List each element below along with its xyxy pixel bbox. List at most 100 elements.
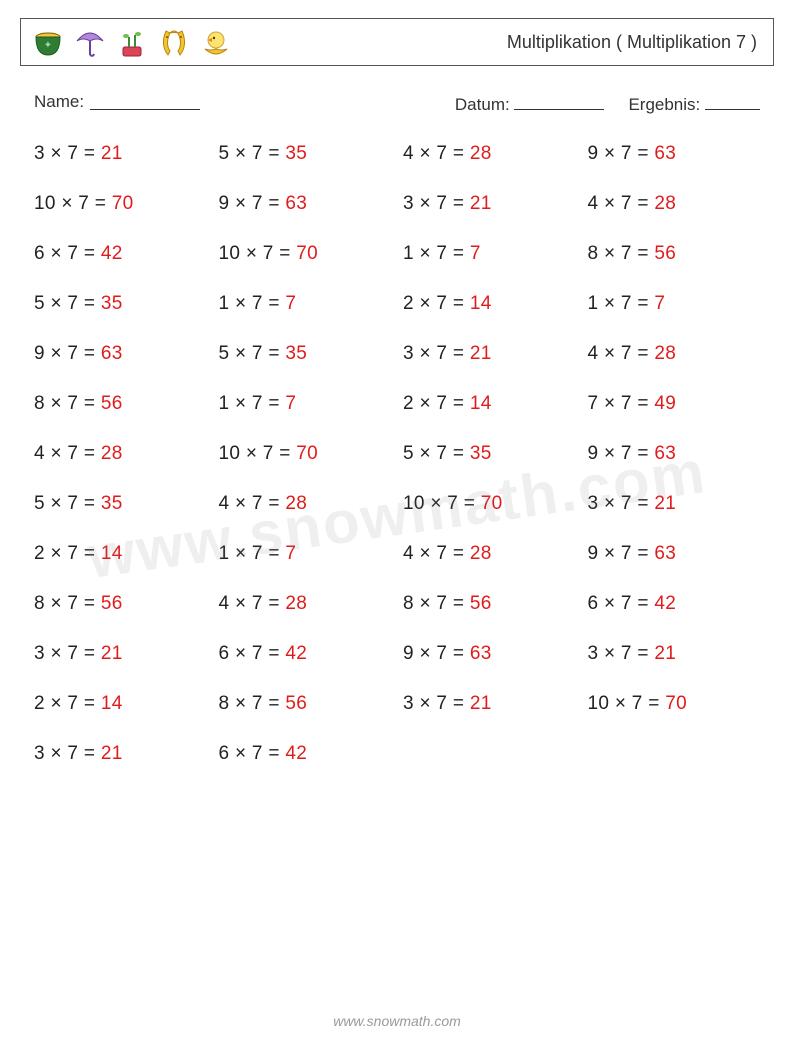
problem-answer: 7 bbox=[285, 393, 296, 414]
problems-grid: 3 × 7 = 21 5 × 7 = 35 4 × 7 = 28 9 × 7 = 63… bbox=[34, 143, 760, 765]
result-label: Ergebnis: bbox=[628, 95, 700, 114]
problem-answer: 35 bbox=[285, 143, 307, 164]
problem-answer: 28 bbox=[285, 493, 307, 514]
problem-answer: 63 bbox=[654, 543, 676, 564]
problem-expression: 2 × 7 = bbox=[403, 393, 470, 414]
problem-cell: 9 × 7 = 63 bbox=[588, 143, 761, 165]
problem-expression: 7 × 7 = bbox=[588, 393, 655, 414]
problem-expression: 3 × 7 = bbox=[588, 643, 655, 664]
problem-cell: 6 × 7 = 42 bbox=[219, 743, 392, 765]
problem-cell: 10 × 7 = 70 bbox=[34, 193, 207, 215]
problem-answer: 56 bbox=[101, 393, 123, 414]
problem-expression: 6 × 7 = bbox=[219, 743, 286, 764]
problem-expression: 10 × 7 = bbox=[588, 693, 666, 714]
problem-answer: 7 bbox=[285, 293, 296, 314]
problem-cell: 6 × 7 = 42 bbox=[588, 593, 761, 615]
problem-answer: 56 bbox=[654, 243, 676, 264]
chick-icon bbox=[199, 25, 233, 59]
problem-answer: 56 bbox=[101, 593, 123, 614]
problem-expression: 3 × 7 = bbox=[403, 693, 470, 714]
problem-answer: 7 bbox=[285, 543, 296, 564]
problem-expression: 10 × 7 = bbox=[219, 243, 297, 264]
problem-answer: 28 bbox=[101, 443, 123, 464]
problem-answer: 21 bbox=[101, 143, 123, 164]
problem-cell: 2 × 7 = 14 bbox=[403, 393, 576, 415]
problem-answer: 28 bbox=[470, 143, 492, 164]
problem-expression: 9 × 7 = bbox=[588, 443, 655, 464]
problem-answer: 70 bbox=[296, 243, 318, 264]
problem-answer: 21 bbox=[470, 343, 492, 364]
problem-answer: 63 bbox=[101, 343, 123, 364]
problem-cell: 2 × 7 = 14 bbox=[34, 543, 207, 565]
problem-expression: 2 × 7 = bbox=[34, 543, 101, 564]
problem-answer: 7 bbox=[654, 293, 665, 314]
problem-expression: 1 × 7 = bbox=[219, 293, 286, 314]
problem-expression: 3 × 7 = bbox=[588, 493, 655, 514]
problem-answer: 28 bbox=[470, 543, 492, 564]
meta-row: Name: Datum: Ergebnis: bbox=[34, 92, 760, 115]
problem-cell: 6 × 7 = 42 bbox=[34, 243, 207, 265]
problem-expression: 4 × 7 = bbox=[403, 543, 470, 564]
problem-answer: 21 bbox=[654, 493, 676, 514]
umbrella-icon bbox=[73, 25, 107, 59]
problem-cell: 3 × 7 = 21 bbox=[588, 643, 761, 665]
problem-cell: 8 × 7 = 56 bbox=[34, 593, 207, 615]
problem-cell: 9 × 7 = 63 bbox=[219, 193, 392, 215]
problem-expression: 2 × 7 = bbox=[403, 293, 470, 314]
problem-cell: 9 × 7 = 63 bbox=[588, 443, 761, 465]
result-blank bbox=[705, 92, 760, 110]
problem-cell: 3 × 7 = 21 bbox=[588, 493, 761, 515]
problem-answer: 14 bbox=[470, 393, 492, 414]
problem-cell: 5 × 7 = 35 bbox=[34, 293, 207, 315]
problem-cell: 3 × 7 = 21 bbox=[34, 643, 207, 665]
problem-cell: 3 × 7 = 21 bbox=[403, 193, 576, 215]
problem-expression: 3 × 7 = bbox=[403, 343, 470, 364]
problem-expression: 1 × 7 = bbox=[219, 393, 286, 414]
meta-date: Datum: bbox=[455, 92, 605, 115]
problem-answer: 35 bbox=[101, 493, 123, 514]
problem-expression: 1 × 7 = bbox=[219, 543, 286, 564]
problem-cell: 7 × 7 = 49 bbox=[588, 393, 761, 415]
problem-cell: 4 × 7 = 28 bbox=[219, 493, 392, 515]
problem-cell: 4 × 7 = 28 bbox=[403, 543, 576, 565]
problem-answer: 70 bbox=[296, 443, 318, 464]
problem-expression: 9 × 7 = bbox=[588, 543, 655, 564]
problem-cell: 9 × 7 = 63 bbox=[588, 543, 761, 565]
problem-expression: 6 × 7 = bbox=[588, 593, 655, 614]
problem-cell: 5 × 7 = 35 bbox=[219, 143, 392, 165]
problem-expression: 10 × 7 = bbox=[403, 493, 481, 514]
worksheet-title: Multiplikation ( Multiplikation 7 ) bbox=[507, 32, 763, 53]
problem-answer: 21 bbox=[470, 193, 492, 214]
problem-cell: 4 × 7 = 28 bbox=[588, 193, 761, 215]
problem-expression: 9 × 7 = bbox=[588, 143, 655, 164]
problem-expression: 5 × 7 = bbox=[403, 443, 470, 464]
problem-cell: 1 × 7 = 7 bbox=[588, 293, 761, 315]
problem-cell: 8 × 7 = 56 bbox=[34, 393, 207, 415]
problem-expression: 3 × 7 = bbox=[403, 193, 470, 214]
problem-cell: 9 × 7 = 63 bbox=[403, 643, 576, 665]
problem-expression: 5 × 7 = bbox=[34, 293, 101, 314]
problem-expression: 6 × 7 = bbox=[219, 643, 286, 664]
problem-answer: 70 bbox=[112, 193, 134, 214]
problem-expression: 1 × 7 = bbox=[403, 243, 470, 264]
problem-expression: 1 × 7 = bbox=[588, 293, 655, 314]
name-blank bbox=[90, 92, 200, 110]
header-box: ✦ bbox=[20, 18, 774, 66]
problem-cell: 10 × 7 = 70 bbox=[219, 443, 392, 465]
problem-cell: 3 × 7 = 21 bbox=[403, 343, 576, 365]
problem-expression: 10 × 7 = bbox=[34, 193, 112, 214]
problem-expression: 3 × 7 = bbox=[34, 143, 101, 164]
problem-expression: 9 × 7 = bbox=[403, 643, 470, 664]
problem-answer: 28 bbox=[654, 343, 676, 364]
header-icons: ✦ bbox=[31, 25, 233, 59]
problem-answer: 70 bbox=[665, 693, 687, 714]
problem-answer: 14 bbox=[470, 293, 492, 314]
problem-cell: 9 × 7 = 63 bbox=[34, 343, 207, 365]
problem-cell: 4 × 7 = 28 bbox=[588, 343, 761, 365]
problem-expression: 8 × 7 = bbox=[34, 593, 101, 614]
problem-answer: 21 bbox=[101, 643, 123, 664]
problem-answer: 14 bbox=[101, 693, 123, 714]
problem-cell: 10 × 7 = 70 bbox=[588, 693, 761, 715]
problem-expression: 10 × 7 = bbox=[219, 443, 297, 464]
problem-answer: 35 bbox=[101, 293, 123, 314]
